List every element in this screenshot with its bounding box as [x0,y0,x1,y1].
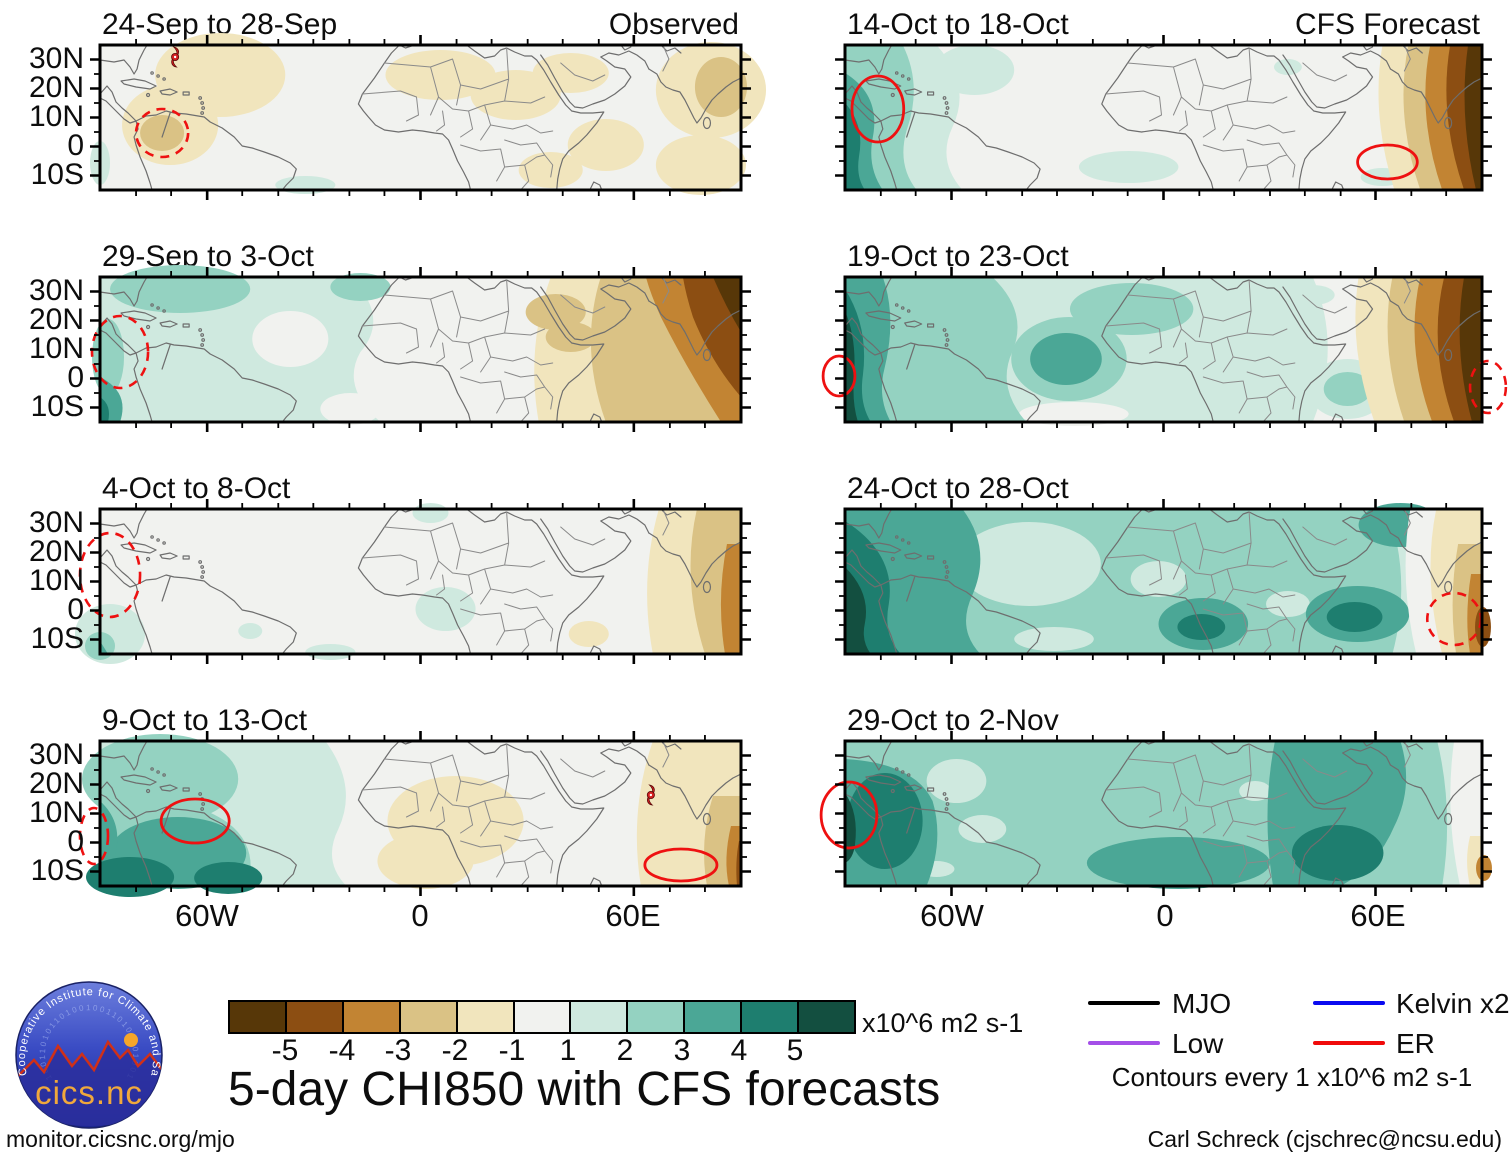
legend-line-er [1313,1041,1385,1045]
panel-title: 19-Oct to 23-Oct [847,240,1069,273]
panel-forecast-4: 29-Oct to 2-Nov [819,704,1494,898]
logo-wordmark: cics.nc [35,1074,143,1111]
colorbar [228,1000,856,1034]
map-forecast-3 [833,497,1494,666]
panel-header: 4-Oct to 8-Oct [100,472,741,509]
colorbar-cell [799,1002,854,1032]
colorbar-cell [230,1002,287,1032]
panel-header: 14-Oct to 18-Oct CFS Forecast [845,8,1482,45]
colorbar-cell [514,1002,572,1032]
colorbar-cell [685,1002,743,1032]
legend-label-mjo: MJO [1172,988,1232,1019]
x-axis-labels-right: 60W 0 60E [920,898,1406,933]
colorbar-cell [286,1002,344,1032]
panel-forecast-3: 24-Oct to 28-Oct [833,472,1494,666]
colorbar-cell [571,1002,629,1032]
colorbar-cell [457,1002,515,1032]
map-observed-4 [78,729,753,898]
panel-observed-4: 9-Oct to 13-Oct [78,704,753,898]
legend-line-kelvin [1313,1001,1385,1005]
map-observed-2 [88,265,753,434]
logo-mountain-ridge-icon [17,1039,162,1077]
map-forecast-4 [819,729,1494,898]
panel-header: 29-Oct to 2-Nov [845,704,1482,741]
panel-observed-3: 4-Oct to 8-Oct [74,472,753,666]
panel-observed-1: 24-Sep to 28-Sep Observed [88,8,767,202]
legend-label-low: Low [1172,1028,1224,1059]
map-observed-1 [88,33,767,202]
y-axis-labels-row1: 30N 20N 10N 0 10S [28,42,84,191]
logo-sun-icon [124,1033,138,1047]
map-forecast-2 [821,265,1508,434]
legend-line-mjo [1088,1001,1160,1005]
panel-header: 24-Oct to 28-Oct [845,472,1482,509]
colorbar-tick-labels: -5 -4 -3 -2 -1 1 2 3 4 5 [271,1034,804,1067]
colorbar-cell [400,1002,458,1032]
panel-title: 14-Oct to 18-Oct [847,8,1069,41]
column-label-forecast: CFS Forecast [1294,8,1480,41]
panel-header: 24-Sep to 28-Sep Observed [100,8,741,45]
footer-credit: Carl Schreck (cjschrec@ncsu.edu) [1147,1126,1502,1152]
panel-observed-2: 29-Sep to 3-Oct [88,240,753,434]
colorbar-cell [742,1002,800,1032]
column-label-observed: Observed [608,8,739,41]
panel-title: 4-Oct to 8-Oct [102,472,291,505]
colorbar-cell [343,1002,401,1032]
cicsnc-logo: 1001101011010010011010110100101 Cooperat… [14,980,163,1129]
panel-header: 9-Oct to 13-Oct [100,704,741,741]
legend-line-low [1088,1041,1160,1045]
panel-title: 24-Oct to 28-Oct [847,472,1069,505]
legend-note: Contours every 1 x10^6 m2 s-1 [1111,1062,1473,1092]
y-axis-labels-row2: 30N 20N 10N 0 10S [28,274,84,423]
panel-title: 29-Oct to 2-Nov [847,704,1059,737]
panel-title: 9-Oct to 13-Oct [102,704,308,737]
panel-forecast-2: 19-Oct to 23-Oct [821,240,1508,434]
map-forecast-1 [833,33,1494,202]
figure-title: 5-day CHI850 with CFS forecasts [228,1063,941,1116]
colorbar-unit: x10^6 m2 s-1 [862,1008,1024,1038]
x-axis-labels-left: 60W 0 60E [175,898,661,933]
y-axis-labels-row3: 30N 20N 10N 0 10S [28,506,84,655]
map-observed-3 [74,497,753,666]
panel-header: 19-Oct to 23-Oct [845,240,1482,277]
panel-forecast-1: 14-Oct to 18-Oct CFS Forecast [833,8,1494,202]
footer-url: monitor.cicsnc.org/mjo [6,1126,235,1152]
legend-label-kelvin: Kelvin x2 [1396,988,1510,1019]
logo-mountain-fill [18,1042,162,1126]
colorbar-cell [628,1002,686,1032]
legend-label-er: ER [1396,1028,1435,1059]
y-axis-labels-row4: 30N 20N 10N 0 10S [28,738,84,887]
